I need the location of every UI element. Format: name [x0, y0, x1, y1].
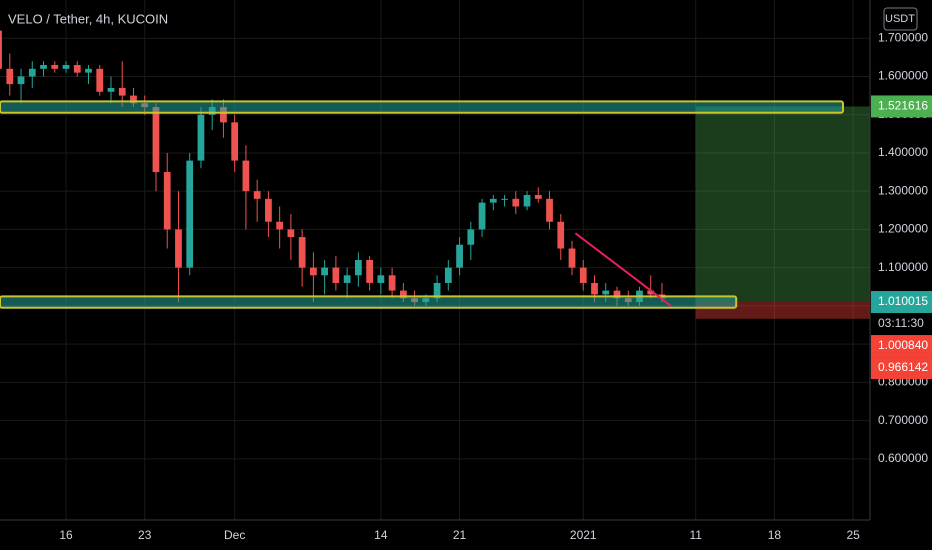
candle-body: [152, 107, 160, 173]
candle-body: [40, 65, 47, 69]
candle-body: [73, 65, 81, 73]
candle-body: [456, 244, 463, 268]
candle-body: [647, 290, 655, 295]
support-zone: [0, 295, 738, 309]
candle-body: [96, 68, 104, 92]
price-label: 1.521616: [878, 99, 928, 113]
x-tick-label: 25: [846, 528, 860, 542]
candle-body: [197, 114, 205, 161]
candle-body: [231, 122, 239, 161]
candle-body: [17, 76, 25, 85]
candle-body: [310, 267, 317, 276]
y-tick-label: 1.600000: [878, 69, 928, 83]
candle-body: [51, 65, 59, 69]
candle-body: [602, 290, 610, 295]
candle-body: [85, 68, 92, 73]
x-tick-label: 23: [138, 528, 152, 542]
candle-body: [546, 198, 553, 222]
candle-body: [321, 267, 329, 276]
candle-body: [6, 68, 14, 85]
y-tick-label: 1.300000: [878, 183, 928, 197]
candle-body: [118, 87, 126, 96]
price-label-box: [871, 291, 932, 314]
candle-body: [253, 191, 261, 199]
profit-zone: [695, 106, 870, 303]
plot: [0, 30, 870, 319]
candle-body: [332, 267, 340, 283]
candle-body: [276, 221, 284, 230]
candle-body: [433, 282, 441, 299]
y-tick-label: 1.100000: [878, 260, 928, 274]
price-label: 1.000840: [878, 338, 928, 352]
candle-body: [130, 95, 137, 104]
candle-body: [444, 267, 452, 283]
grid: [0, 0, 870, 520]
candle-body: [534, 195, 542, 199]
candle-body: [467, 229, 475, 245]
candle-body: [220, 107, 227, 123]
candle-body: [568, 248, 576, 268]
y-tick-label: 1.400000: [878, 145, 928, 159]
candle-body: [0, 30, 2, 69]
x-tick-label: 11: [689, 528, 702, 542]
candle-body: [557, 221, 565, 249]
candle-body: [107, 87, 115, 92]
candle-body: [366, 260, 373, 283]
price-label-box: [871, 313, 932, 336]
candle-body: [298, 237, 306, 268]
candle-body: [579, 267, 587, 283]
candle-body: [388, 275, 396, 291]
candle-body: [613, 290, 621, 299]
x-tick-label: Dec: [224, 528, 245, 542]
candle-body: [377, 275, 385, 283]
x-tick-label: 2021: [570, 528, 597, 542]
candle-body: [186, 160, 194, 268]
currency-box[interactable]: [883, 7, 918, 31]
candle-body: [512, 198, 520, 207]
y-tick-label: 0.700000: [878, 413, 928, 427]
candle-body: [28, 68, 36, 77]
trend-line: [574, 232, 672, 307]
candle-body: [501, 198, 508, 200]
candle-body: [265, 198, 272, 222]
axes: 0.6000000.7000000.8000000.9000001.000000…: [59, 30, 932, 542]
x-tick-label: 16: [59, 528, 73, 542]
candle-body: [175, 229, 182, 268]
price-label: 0.966142: [878, 360, 928, 374]
currency[interactable]: USDT: [885, 13, 915, 25]
x-tick-label: 14: [374, 528, 388, 542]
x-tick-label: 21: [453, 528, 467, 542]
candle-body: [343, 275, 351, 283]
candle-body: [591, 282, 598, 295]
candle-body: [489, 198, 497, 203]
candle-body: [62, 65, 70, 69]
y-tick-label: 1.200000: [878, 222, 928, 236]
price-label-box: [871, 95, 932, 118]
loss-zone: [695, 302, 870, 319]
candle-body: [287, 229, 295, 238]
y-tick-label: 0.600000: [878, 451, 928, 465]
price-label-box: [871, 335, 932, 358]
support-zone: [0, 100, 845, 114]
candle-body: [478, 202, 486, 230]
price-label-box: [871, 357, 932, 380]
candle-body: [163, 172, 171, 230]
candle-body: [399, 290, 407, 299]
price-label: 1.010015: [878, 294, 928, 308]
candle-body: [354, 260, 362, 276]
price-label: 03:11:30: [878, 316, 924, 330]
x-tick-label: 18: [768, 528, 782, 542]
chart-title: VELO / Tether, 4h, KUCOIN: [8, 11, 168, 26]
y-tick-label: 1.700000: [878, 30, 928, 44]
candle-body: [242, 160, 250, 192]
candle-body: [523, 195, 531, 207]
